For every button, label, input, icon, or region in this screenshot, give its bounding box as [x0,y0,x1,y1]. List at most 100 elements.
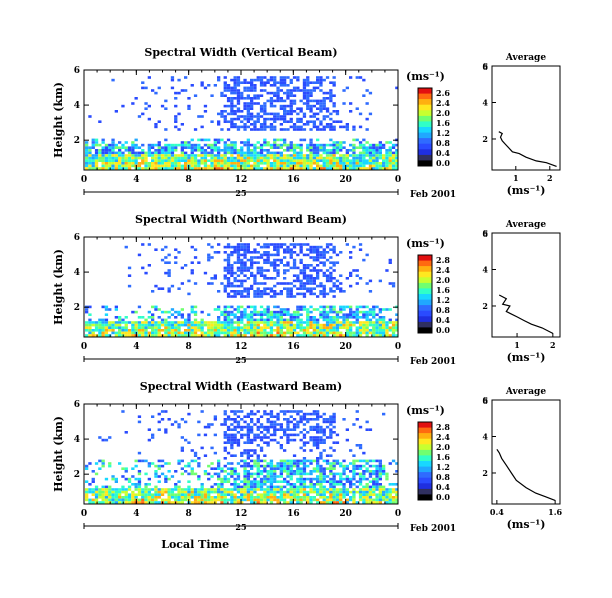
heatmap-cell [134,326,138,329]
heatmap-cell [325,277,330,280]
heatmap-cell [154,154,158,157]
heatmap-cell [253,167,257,170]
heatmap-cell [137,472,142,476]
heatmap-cell [358,490,363,494]
heatmap-cell [269,480,274,483]
heatmap-cell [223,76,227,79]
heatmap-cell [193,334,198,337]
heatmap-cell [368,475,373,478]
heatmap-cell [226,258,231,262]
heatmap-cell [246,493,250,496]
heatmap-cell [286,318,290,322]
heatmap-cell [226,120,231,123]
heatmap-cell [207,154,211,157]
heatmap-cell [154,496,158,499]
heatmap-cell [207,331,211,335]
heatmap-cell [226,462,231,465]
heatmap-cell [302,329,307,332]
heatmap-cell [289,493,293,496]
heatmap-cell [286,156,290,160]
heatmap-cell [240,146,244,149]
heatmap-cell [269,459,274,463]
heatmap-cell [230,156,234,160]
heatmap-cell [91,501,95,504]
heatmap-cell [322,485,326,489]
heatmap-cell [131,475,135,478]
heatmap-cell [190,308,194,311]
heatmap-cell [160,472,165,476]
heatmap-cell [365,154,369,157]
heatmap-cell [289,253,293,257]
heatmap-cell [207,151,211,155]
heatmap-cell [339,146,343,149]
heatmap-cell [279,475,283,478]
heatmap-cell [250,264,254,267]
heatmap-cell [118,462,122,465]
heatmap-cell [160,488,165,491]
heatmap-cell [253,449,257,452]
heatmap-cell [236,149,241,152]
heatmap-cell [299,410,303,413]
heatmap-cell [144,318,148,322]
heatmap-cell [114,167,118,170]
heatmap-cell [345,329,349,332]
heatmap-cell [332,483,336,486]
heatmap-cell [121,331,125,335]
heatmap-cell [250,310,254,314]
heatmap-cell [352,493,356,496]
heatmap-cell [273,477,277,481]
heatmap-cell [236,496,241,499]
heatmap-cell [309,459,313,463]
heatmap-cell [104,498,109,502]
heatmap-cell [349,449,353,452]
heatmap-cell [180,334,184,337]
heatmap-cell [190,310,194,314]
heatmap-cell [246,287,250,290]
heatmap-cell [114,159,118,162]
heatmap-cell [325,501,330,504]
heatmap-cell [312,115,316,118]
heatmap-cell [388,141,392,144]
heatmap-cell [299,149,303,152]
heatmap-cell [210,146,214,149]
heatmap-cell [395,162,399,165]
heatmap-cell [114,490,118,494]
heatmap-cell [246,266,250,270]
heatmap-cell [266,428,270,431]
heatmap-cell [226,156,231,160]
heatmap-cell [365,334,369,337]
heatmap-cell [335,334,340,337]
heatmap-cell [190,305,194,309]
heatmap-cell [151,329,155,332]
heatmap-cell [266,112,270,116]
heatmap-cell [312,428,316,431]
heatmap-cell [365,89,369,92]
heatmap-cell [299,125,303,129]
heatmap-cell [368,493,373,496]
heatmap-cell [236,331,241,335]
heatmap-cell [306,146,310,149]
heatmap-cell [151,316,155,319]
heatmap-cell [273,323,277,327]
heatmap-cell [203,488,208,491]
heatmap-cell [345,326,349,329]
heatmap-cell [114,496,118,499]
heatmap-cell [85,467,89,470]
heatmap-cell [329,266,333,270]
heatmap-cell [233,91,237,95]
heatmap-cell [233,493,237,496]
heatmap-cell [286,287,290,290]
heatmap-cell [256,112,260,116]
heatmap-cell [220,470,224,473]
heatmap-cell [141,156,145,160]
heatmap-cell [266,269,270,272]
heatmap-cell [378,475,382,478]
heatmap-cell [210,164,214,168]
heatmap-cell [243,78,247,82]
heatmap-cell [240,279,244,283]
heatmap-cell [256,485,260,489]
heatmap-cell [289,112,293,116]
heatmap-cell [266,310,270,314]
heatmap-cell [210,334,214,337]
heatmap-cell [246,475,250,478]
